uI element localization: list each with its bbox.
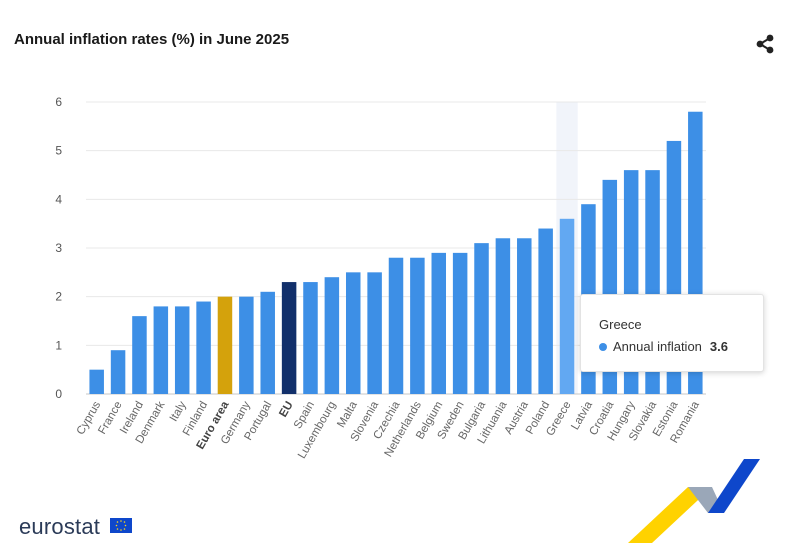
bar-italy <box>174 306 190 394</box>
chart-title: Annual inflation rates (%) in June 2025 <box>14 31 290 48</box>
bar-cyprus <box>89 369 104 394</box>
decorative-swoosh-icon <box>628 459 760 543</box>
bar-netherlands <box>410 257 425 394</box>
bar-bulgaria <box>474 243 489 394</box>
bar-lithuania <box>495 238 511 394</box>
x-tick-label: Italy <box>168 399 189 423</box>
bar-germany <box>239 296 254 394</box>
bar-czechia <box>388 257 404 394</box>
x-tick-label: EU <box>277 400 295 420</box>
y-tick-label: 0 <box>55 387 62 401</box>
bar-belgium <box>431 252 447 394</box>
bar-luxembourg <box>324 277 340 394</box>
bar-sweden <box>452 252 468 394</box>
y-tick-label: 3 <box>55 241 62 255</box>
y-tick-label: 4 <box>55 192 62 206</box>
tooltip-country: Greece <box>599 317 642 332</box>
bar-euro-area <box>217 296 233 394</box>
tooltip-value: 3.6 <box>709 339 728 354</box>
bar-eu <box>281 282 297 394</box>
eurostat-logo: eurostat <box>19 514 101 539</box>
bar-denmark <box>153 306 169 394</box>
bar-slovenia <box>367 272 382 394</box>
bar-malta <box>345 272 361 394</box>
eu-flag-icon <box>110 518 132 533</box>
tooltip-series-label: Annual inflation <box>613 339 702 354</box>
y-tick-label: 6 <box>55 95 62 109</box>
share-icon[interactable] <box>752 31 778 57</box>
bar-ireland <box>132 316 147 394</box>
bar-greece <box>559 218 575 394</box>
bar-finland <box>196 301 211 394</box>
chart-tooltip: Greece Annual inflation 3.6 <box>580 294 764 372</box>
y-tick-label: 5 <box>55 144 62 158</box>
y-tick-label: 1 <box>55 338 62 352</box>
bar-portugal <box>260 291 275 394</box>
bar-france <box>110 350 126 394</box>
series-dot-icon <box>599 342 607 351</box>
y-tick-label: 2 <box>55 290 62 304</box>
bar-spain <box>303 282 318 394</box>
bar-austria <box>517 238 532 394</box>
bar-poland <box>538 228 553 394</box>
